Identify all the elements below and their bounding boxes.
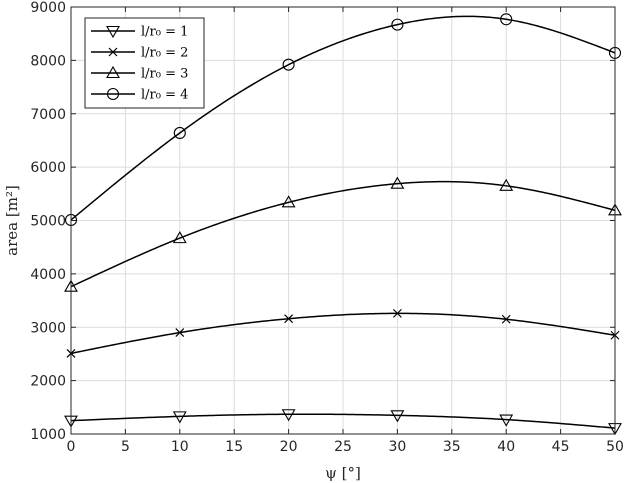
data-point (390, 410, 405, 423)
data-point (282, 58, 295, 71)
y-tick-label: 8000 (30, 53, 66, 69)
legend: l/r₀ = 1 l/r₀ = 2 l/r₀ = 3 l/r₀ = 4 (84, 17, 205, 109)
data-point (499, 178, 514, 191)
x-tick-label: 30 (388, 439, 406, 455)
y-tick-label: 2000 (30, 374, 66, 390)
legend-label: l/r₀ = 3 (141, 67, 188, 82)
y-axis-label: area [m²] (3, 185, 21, 256)
x-axis-label: ψ [°] (325, 464, 361, 482)
data-point (501, 314, 511, 324)
data-point (173, 126, 186, 140)
legend-marker (106, 87, 120, 101)
data-point (172, 411, 187, 424)
legend-label: l/r₀ = 1 (141, 25, 188, 40)
x-tick-label: 50 (606, 439, 624, 455)
legend-entry: l/r₀ = 1 (91, 25, 188, 40)
y-tick-label: 1000 (30, 427, 66, 443)
series-line (70, 413, 616, 429)
y-tick-label: 5000 (30, 214, 66, 230)
y-tick-label: 4000 (30, 267, 66, 283)
x-tick-label: 10 (171, 439, 189, 455)
legend-entry: l/r₀ = 4 (91, 88, 188, 103)
x-tick-label: 25 (334, 439, 352, 455)
legend-entry: l/r₀ = 2 (91, 46, 188, 61)
y-tick-label: 6000 (30, 160, 66, 176)
legend-label: l/r₀ = 4 (141, 88, 188, 103)
data-point (172, 231, 187, 244)
legend-entry: l/r₀ = 3 (91, 65, 188, 82)
legend-marker (106, 65, 120, 79)
axis-ticks: 0 5 10 15 20 25 30 35 40 45 50 1000 2000 3000 4000 5000… (30, 0, 624, 455)
x-tick-label: 45 (552, 439, 570, 455)
x-tick-label: 20 (280, 439, 298, 455)
y-tick-label: 7000 (30, 107, 66, 123)
legend-label: l/r₀ = 2 (141, 46, 188, 61)
data-point (500, 13, 513, 26)
series-line (70, 180, 616, 288)
legend-marker (106, 25, 120, 39)
series-3 (64, 176, 622, 292)
legend-box (84, 17, 205, 109)
series-group (64, 13, 622, 436)
legend-marker (108, 47, 118, 57)
data-point (281, 409, 296, 422)
data-point (390, 176, 405, 189)
data-point (281, 195, 296, 208)
data-point (391, 18, 404, 31)
data-point (392, 308, 402, 318)
x-tick-label: 35 (443, 439, 461, 455)
x-tick-label: 15 (225, 439, 243, 455)
data-point (499, 414, 514, 427)
x-tick-label: 0 (67, 439, 76, 455)
series-line (70, 312, 616, 355)
x-tick-label: 5 (121, 439, 130, 455)
y-tick-label: 9000 (30, 0, 66, 16)
data-point (284, 314, 294, 324)
series-line (70, 15, 616, 221)
x-tick-label: 40 (497, 439, 515, 455)
series-2 (66, 308, 620, 358)
data-point (175, 328, 185, 338)
y-tick-label: 3000 (30, 320, 66, 336)
